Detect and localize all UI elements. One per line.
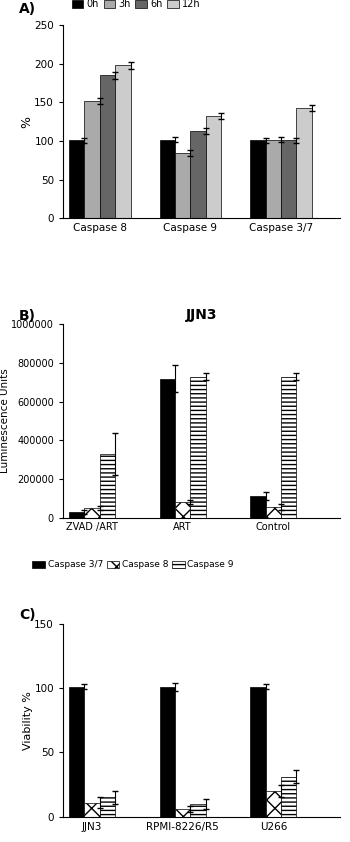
Y-axis label: Luminescence Units: Luminescence Units bbox=[0, 369, 10, 473]
Bar bbox=[100, 454, 115, 518]
Bar bbox=[69, 512, 84, 518]
Bar bbox=[160, 140, 175, 218]
Bar bbox=[266, 507, 281, 518]
Legend: Caspase 3/7, Caspase 8, Caspase 9: Caspase 3/7, Caspase 8, Caspase 9 bbox=[29, 557, 238, 573]
Text: A): A) bbox=[19, 2, 36, 16]
Bar bbox=[100, 797, 115, 817]
Bar bbox=[281, 141, 296, 218]
Bar bbox=[100, 76, 115, 218]
Bar bbox=[175, 152, 190, 218]
Bar bbox=[266, 140, 281, 218]
Bar bbox=[84, 508, 100, 518]
Bar bbox=[84, 101, 100, 218]
Y-axis label: Viability %: Viability % bbox=[23, 690, 33, 749]
Bar bbox=[69, 141, 84, 218]
Bar bbox=[160, 379, 175, 518]
Text: B): B) bbox=[19, 309, 36, 323]
Bar bbox=[190, 131, 206, 218]
Bar bbox=[190, 804, 206, 817]
Y-axis label: %: % bbox=[20, 116, 33, 128]
Bar bbox=[115, 66, 131, 218]
Bar bbox=[84, 802, 100, 817]
Title: JJN3: JJN3 bbox=[186, 308, 217, 322]
Bar bbox=[266, 791, 281, 817]
Bar bbox=[190, 376, 206, 518]
Bar bbox=[250, 496, 266, 518]
Bar bbox=[250, 687, 266, 817]
Legend: 0h, 3h, 6h, 12h: 0h, 3h, 6h, 12h bbox=[68, 0, 204, 13]
Bar bbox=[250, 141, 266, 218]
Bar bbox=[281, 777, 296, 817]
Bar bbox=[69, 687, 84, 817]
Bar bbox=[175, 809, 190, 817]
Bar bbox=[281, 376, 296, 518]
Bar bbox=[175, 502, 190, 518]
Bar bbox=[296, 108, 312, 218]
Bar bbox=[206, 115, 221, 218]
Text: C): C) bbox=[19, 608, 35, 622]
Bar bbox=[160, 687, 175, 817]
